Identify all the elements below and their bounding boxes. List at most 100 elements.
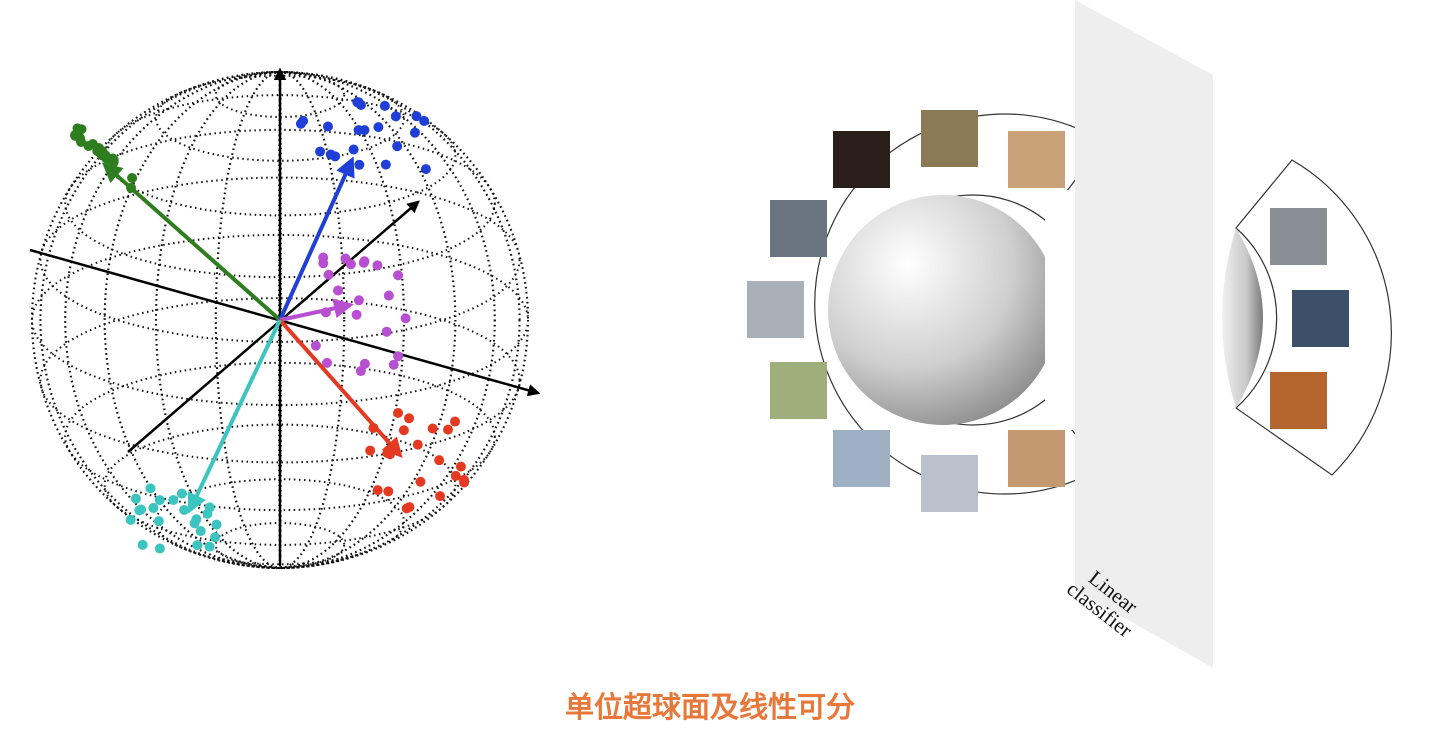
blue-point <box>390 111 401 122</box>
blue-point <box>411 111 422 122</box>
red-point <box>427 423 438 434</box>
magenta-point <box>353 295 364 306</box>
red-point <box>368 422 379 433</box>
cyan-point <box>191 514 202 525</box>
cyan-point <box>204 541 215 552</box>
blue-point <box>322 121 333 132</box>
red-point <box>412 439 423 450</box>
blue-point <box>419 115 430 126</box>
axis-line <box>127 200 420 453</box>
red-point <box>404 413 415 424</box>
red-point <box>398 425 409 436</box>
magenta-point <box>358 257 369 268</box>
blue-point <box>420 164 431 175</box>
red-point <box>434 455 445 466</box>
green-point <box>127 172 138 183</box>
blue-point <box>353 125 364 136</box>
cyan-point <box>154 543 165 554</box>
car-image <box>747 281 804 338</box>
red-point <box>450 470 461 481</box>
blue-point <box>315 146 326 157</box>
magenta-point <box>320 307 331 318</box>
cyan-point <box>168 494 179 505</box>
unit-sphere <box>828 195 1058 425</box>
red-point <box>382 447 393 458</box>
longitude-line <box>103 71 457 569</box>
cyan-point <box>210 532 221 543</box>
blue-vector <box>278 156 355 321</box>
magenta-point <box>322 357 333 368</box>
magenta-point <box>359 358 370 369</box>
green-point <box>108 157 119 168</box>
blue-point <box>409 127 420 138</box>
magenta-point <box>318 258 329 269</box>
red-point <box>443 424 454 435</box>
cyan-point <box>153 516 164 527</box>
dog-image <box>833 131 890 188</box>
blue-point <box>355 100 366 111</box>
airplane-image <box>833 430 890 487</box>
magenta-point <box>400 313 411 324</box>
red-point <box>393 408 404 419</box>
green-point <box>87 139 98 150</box>
airplane-image <box>1008 430 1065 487</box>
magenta-vector <box>279 298 354 322</box>
red-point <box>365 445 376 456</box>
blue-point <box>380 159 391 170</box>
green-point <box>70 130 81 141</box>
cyan-point <box>137 539 148 550</box>
car-image <box>770 200 827 257</box>
cyan-point <box>195 526 206 537</box>
cyan-point <box>204 502 215 513</box>
red-point <box>459 477 470 488</box>
dog-image <box>1008 131 1065 188</box>
magenta-point <box>351 309 362 320</box>
image-thumbnails <box>747 110 1349 512</box>
dog-image <box>921 110 978 167</box>
blue-point <box>373 122 384 133</box>
cyan-point <box>148 502 159 513</box>
sphere-outline <box>31 71 529 569</box>
cyan-point <box>154 495 165 506</box>
blue-point <box>392 141 403 152</box>
cat-image <box>1292 290 1349 347</box>
green-point <box>100 150 111 161</box>
class-vectors <box>102 156 403 514</box>
magenta-point <box>355 366 366 377</box>
cyan-point <box>192 540 203 551</box>
magenta-point <box>383 290 394 301</box>
red-point <box>401 503 412 514</box>
blue-point <box>348 144 359 155</box>
magenta-point <box>388 359 399 370</box>
airplane-image <box>921 455 978 512</box>
magenta-point <box>393 270 404 281</box>
cat-image <box>1270 208 1327 265</box>
magenta-point <box>381 326 392 337</box>
cat-image <box>1270 372 1327 429</box>
magenta-point <box>393 351 404 362</box>
magenta-point <box>323 269 334 280</box>
cyan-point <box>179 504 190 515</box>
cyan-vector <box>187 319 282 514</box>
sphere-cap <box>1222 228 1263 408</box>
blue-point <box>354 159 365 170</box>
linear-classifier-plane <box>1075 0 1213 668</box>
red-point <box>415 476 426 487</box>
magenta-point <box>372 260 383 271</box>
cyan-point <box>136 504 147 515</box>
magenta-point <box>340 253 351 264</box>
green-point <box>126 182 137 193</box>
embedding-points <box>70 97 470 554</box>
cyan-point <box>176 488 187 499</box>
red-vector <box>278 318 403 458</box>
cyan-point <box>125 514 136 525</box>
red-point <box>372 485 383 496</box>
cyan-point <box>130 493 141 504</box>
blue-point <box>379 100 390 111</box>
red-point <box>450 416 461 427</box>
longitude-line <box>39 71 521 569</box>
cyan-point <box>211 519 222 530</box>
red-point <box>383 486 394 497</box>
magenta-point <box>310 340 321 351</box>
